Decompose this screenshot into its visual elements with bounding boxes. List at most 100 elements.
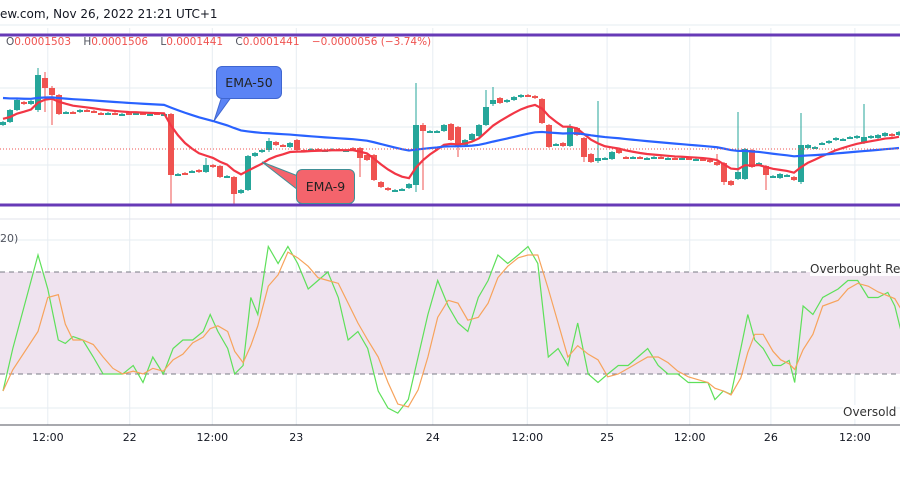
candle-body	[63, 112, 69, 114]
candle-body	[875, 135, 881, 138]
candle-body	[392, 190, 398, 192]
candle-body	[238, 190, 244, 193]
high-label: H	[83, 36, 92, 48]
ema50-callout[interactable]: EMA-50	[216, 66, 282, 99]
candles	[0, 68, 900, 206]
candle-body	[714, 162, 720, 165]
ema9-callout-pointer	[261, 161, 299, 192]
candle-body	[665, 158, 671, 160]
candle-body	[182, 173, 188, 175]
candle-body	[651, 157, 657, 159]
candle-body	[490, 100, 496, 104]
high-value: 0.0001506	[91, 36, 149, 48]
close-label: C	[235, 36, 243, 48]
candle-body	[896, 132, 900, 135]
candle-body	[721, 163, 727, 182]
candle-body	[560, 143, 566, 146]
time-tick-label: 12:00	[673, 431, 706, 444]
candle-body	[602, 158, 608, 160]
candle-body	[784, 175, 790, 177]
stoch-band	[0, 271, 900, 375]
low-label: L	[160, 36, 167, 48]
stoch-d-line	[2, 251, 900, 408]
candle-body	[434, 131, 440, 133]
candle-body	[133, 113, 139, 115]
candle-body	[371, 155, 377, 180]
candle-body	[497, 98, 503, 103]
candle-body	[889, 134, 895, 136]
candle-body	[686, 158, 692, 160]
candle-body	[553, 144, 559, 146]
candle-body	[735, 172, 741, 179]
candle-body	[21, 102, 27, 104]
candle-body	[812, 147, 818, 149]
candle-body	[217, 166, 223, 177]
candle-body	[350, 148, 356, 150]
time-tick-label: 12:00	[196, 431, 229, 444]
indicator-legend[interactable]: 20)	[0, 232, 19, 245]
candle-body	[469, 134, 475, 140]
oversold-label: Oversold	[843, 405, 897, 419]
candle-body	[70, 112, 76, 114]
candle-body	[707, 160, 713, 162]
stoch-lines	[2, 244, 900, 414]
candle-body	[518, 95, 524, 97]
candle-body	[84, 110, 90, 112]
candle-body	[0, 122, 6, 125]
candle-body	[441, 125, 447, 131]
candle-body	[826, 141, 832, 143]
candle-body	[126, 113, 132, 115]
candle-body	[840, 139, 846, 141]
candle-body	[539, 99, 545, 123]
candle-body	[112, 113, 118, 115]
callout-pointers	[213, 95, 299, 192]
candle-body	[679, 158, 685, 160]
candle-body	[91, 111, 97, 113]
ema9-callout[interactable]: EMA-9	[296, 169, 355, 204]
candle-body	[168, 114, 174, 175]
stoch-band-fill	[0, 272, 900, 374]
candle-body	[98, 113, 104, 115]
candle-body	[252, 153, 258, 156]
candle-body	[196, 170, 202, 172]
candle-body	[385, 188, 391, 190]
candle-body	[511, 97, 517, 100]
overbought-label: Overbought Re	[810, 262, 900, 276]
candle-body	[770, 176, 776, 178]
candle-body	[623, 157, 629, 159]
candle-body	[693, 159, 699, 161]
candle-body	[427, 131, 433, 133]
candle-body	[294, 140, 300, 150]
level-lines[interactable]	[0, 33, 900, 207]
candle-body	[406, 184, 412, 188]
candle-body	[189, 171, 195, 173]
candle-body	[798, 145, 804, 182]
time-tick-label: 24	[425, 431, 440, 444]
candle-body	[210, 165, 216, 167]
candle-body	[609, 152, 615, 159]
candle-body	[420, 125, 426, 131]
candle-body	[546, 125, 552, 147]
ema-lines	[2, 96, 900, 180]
candle-body	[525, 95, 531, 97]
candle-body	[763, 166, 769, 175]
candle-body	[637, 157, 643, 159]
close-value: 0.0001441	[242, 36, 300, 48]
time-tick-label: 26	[763, 431, 778, 444]
candle-body	[49, 88, 55, 95]
candle-body	[56, 95, 62, 114]
candle-body	[287, 143, 293, 147]
candle-body	[105, 113, 111, 115]
candle-body	[742, 149, 748, 179]
candle-body	[42, 78, 48, 88]
candle-body	[833, 138, 839, 140]
candle-body	[14, 100, 20, 110]
candle-body	[378, 182, 384, 187]
time-tick-label: 22	[122, 431, 137, 444]
low-value: 0.0001441	[166, 36, 224, 48]
candle-body	[672, 158, 678, 160]
candle-body	[119, 114, 125, 116]
candle-body	[595, 158, 601, 161]
candle-body	[805, 145, 811, 148]
